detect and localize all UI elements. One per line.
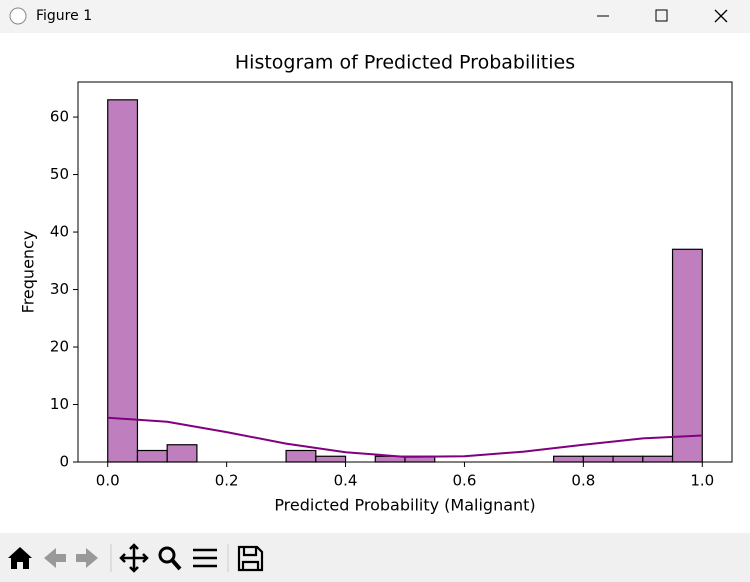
configure-button[interactable] xyxy=(193,548,217,568)
y-tick-label: 20 xyxy=(50,338,69,356)
x-tick-label: 0.4 xyxy=(334,472,358,490)
bar xyxy=(582,455,614,463)
toolbar xyxy=(0,533,750,582)
bar xyxy=(166,444,198,463)
x-tick-label: 0.0 xyxy=(96,472,120,490)
y-tick-label: 50 xyxy=(50,165,69,183)
pan-button[interactable] xyxy=(119,543,149,573)
save-button[interactable] xyxy=(237,545,264,572)
axes-frame xyxy=(77,81,733,463)
maximize-button[interactable] xyxy=(655,9,668,22)
bar xyxy=(315,455,347,463)
title-bar xyxy=(0,0,750,33)
bar xyxy=(136,449,168,463)
home-button[interactable] xyxy=(8,547,32,569)
y-tick-label: 0 xyxy=(59,453,69,471)
kde-line xyxy=(107,416,703,458)
y-tick-label: 10 xyxy=(50,395,69,413)
bar xyxy=(612,455,644,463)
forward-button[interactable] xyxy=(76,548,98,568)
y-tick-label: 40 xyxy=(50,223,69,241)
x-tick-label: 1.0 xyxy=(690,472,714,490)
zoom-button[interactable] xyxy=(158,546,176,564)
plot-area: 0.0 0.2 0.4 0.6 0.8 1.0 0 10 20 30 40 50 60 xyxy=(50,81,733,490)
bar xyxy=(285,449,317,463)
bar xyxy=(553,455,584,463)
bar xyxy=(107,99,139,463)
y-tick-label: 60 xyxy=(50,108,69,126)
bar xyxy=(671,248,703,463)
y-axis-label: Frequency xyxy=(19,231,38,314)
x-tick-label: 0.2 xyxy=(215,472,239,490)
y-tick-label: 30 xyxy=(50,280,69,298)
bar xyxy=(642,455,674,463)
x-axis-label: Predicted Probability (Malignant) xyxy=(274,496,535,515)
close-button[interactable] xyxy=(714,9,728,23)
x-tick-label: 0.8 xyxy=(571,472,595,490)
back-button[interactable] xyxy=(44,548,66,568)
chart-title: Histogram of Predicted Probabilities xyxy=(235,52,575,74)
window-title: Figure 1 xyxy=(36,8,92,24)
app-icon xyxy=(9,7,27,25)
x-tick-label: 0.6 xyxy=(453,472,477,490)
